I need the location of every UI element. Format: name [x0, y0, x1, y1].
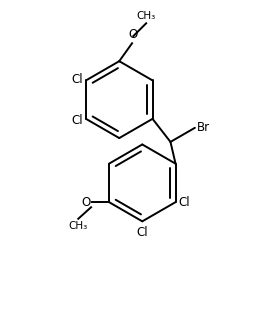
- Text: O: O: [129, 28, 138, 41]
- Text: O: O: [82, 196, 91, 209]
- Text: Cl: Cl: [71, 114, 83, 127]
- Text: CH₃: CH₃: [69, 221, 88, 231]
- Text: Br: Br: [197, 121, 210, 134]
- Text: Cl: Cl: [179, 196, 190, 209]
- Text: Cl: Cl: [71, 73, 83, 85]
- Text: Cl: Cl: [136, 227, 148, 240]
- Text: CH₃: CH₃: [136, 11, 156, 21]
